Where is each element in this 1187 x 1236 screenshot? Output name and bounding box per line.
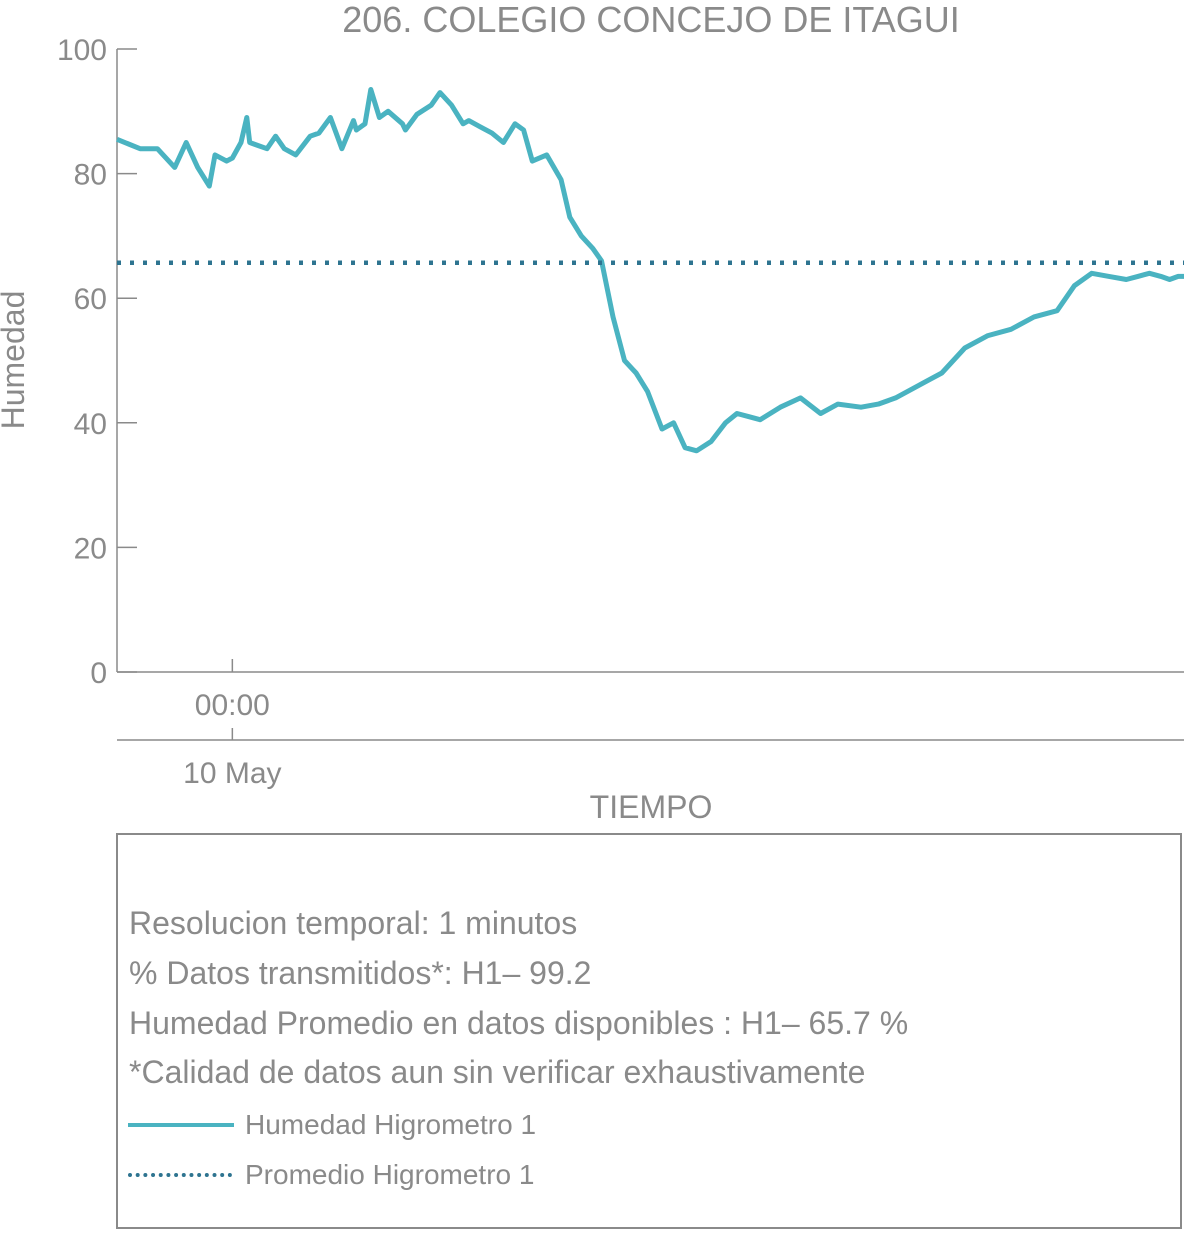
legend-item-humedad: Humedad Higrometro 1 [128, 1110, 628, 1140]
series-line-humedad [116, 87, 1184, 454]
y-tick-label: 20 [74, 532, 107, 565]
humidity-chart: 206. COLEGIO CONCEJO DE ITAGUI 0 20 40 60 80… [0, 0, 1184, 825]
info-transmitted: % Datos transmitidos*: H1– 99.2 [129, 955, 592, 991]
legend-label-promedio: Promedio Higrometro 1 [245, 1159, 535, 1190]
y-tick-label: 60 [74, 283, 107, 316]
y-tick-label: 0 [90, 657, 107, 690]
legend-swatch-solid [128, 1123, 234, 1127]
legend-swatch-dotted [128, 1173, 232, 1177]
y-tick-label: 100 [57, 34, 107, 67]
x-axis-label: TIEMPO [590, 789, 713, 825]
info-resolution: Resolucion temporal: 1 minutos [129, 905, 578, 941]
y-tick-label: 80 [74, 159, 107, 192]
info-average: Humedad Promedio en datos disponibles : … [129, 1005, 909, 1041]
y-axis: 0 20 40 60 80 100 [57, 34, 137, 690]
info-quality-note: *Calidad de datos aun sin verificar exha… [129, 1054, 866, 1090]
y-axis-label: Humedad [0, 291, 31, 430]
x-axis: 00:00 10 May [117, 659, 1184, 790]
info-box: Resolucion temporal: 1 minutos % Datos t… [116, 833, 1182, 1229]
x-date-label: 10 May [183, 757, 281, 790]
series-layer [116, 87, 1184, 454]
chart-title: 206. COLEGIO CONCEJO DE ITAGUI [342, 0, 959, 40]
legend-item-promedio: Promedio Higrometro 1 [128, 1160, 628, 1190]
x-tick-label: 00:00 [195, 689, 270, 722]
legend-label-humedad: Humedad Higrometro 1 [245, 1109, 537, 1140]
y-tick-label: 40 [74, 408, 107, 441]
